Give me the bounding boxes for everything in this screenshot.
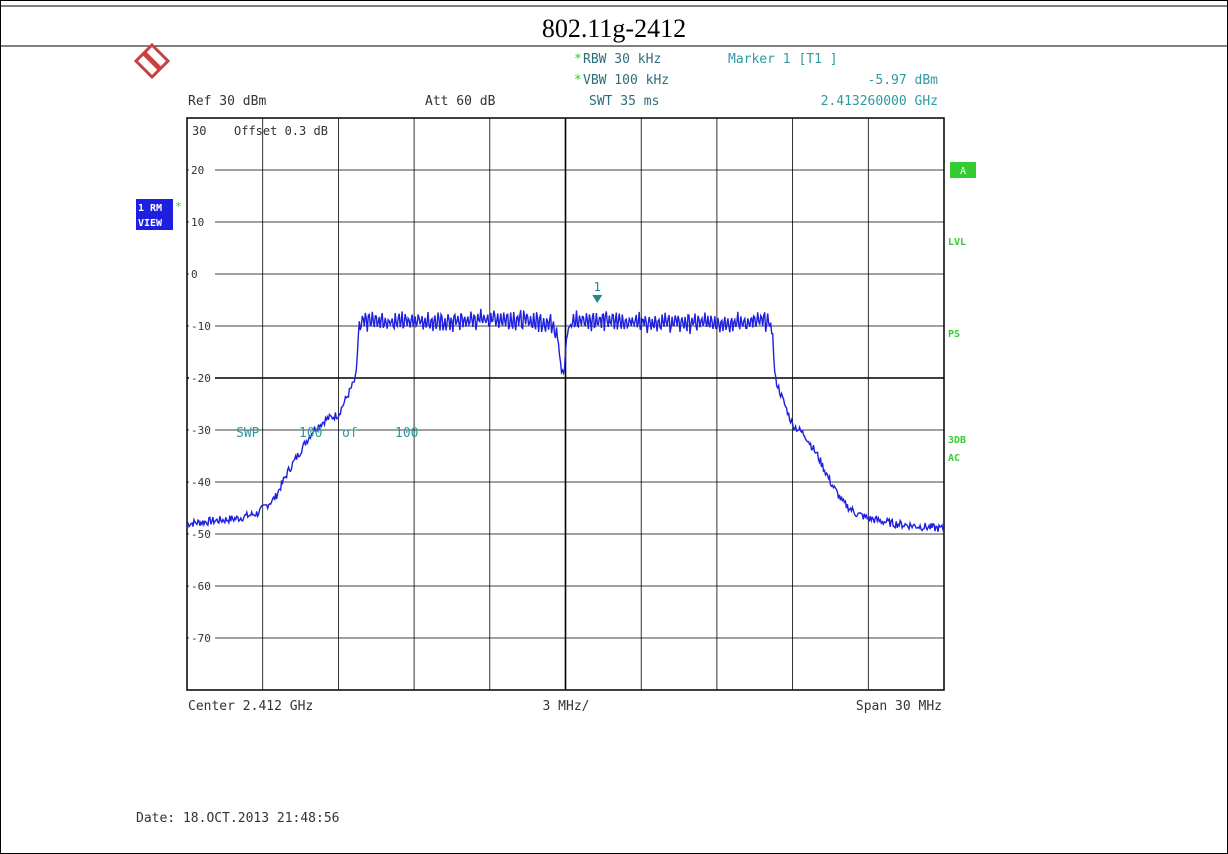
status-ac: AC (948, 453, 960, 464)
trace-box-line1: 1 RM (138, 203, 162, 214)
status-lvl: LVL (948, 237, 966, 248)
rbw-label: RBW 30 kHz (583, 52, 661, 67)
y-tick-bg (189, 527, 215, 540)
status-a-box (950, 162, 976, 178)
y-tick-label: -60 (191, 580, 211, 593)
sweep-info-d: 100 (395, 426, 418, 441)
y-tick-label: -20 (191, 372, 211, 385)
ref-level: Ref 30 dBm (188, 94, 266, 109)
y-tick-label: -50 (191, 528, 211, 541)
y-tick-label: -30 (191, 424, 211, 437)
trace-view-box: 1 RM VIEW * (136, 199, 182, 230)
y-tick-label: -70 (191, 632, 211, 645)
y-tick-label: -40 (191, 476, 211, 489)
document-title: 802.11g-2412 (542, 14, 686, 43)
status-a: A (960, 166, 966, 177)
status-ps: PS (948, 329, 960, 340)
y-tick-bg (189, 579, 215, 592)
y-tick-bg (189, 371, 215, 384)
trace-line (186, 308, 945, 532)
span-label: Span 30 MHz (856, 699, 942, 714)
vbw-star: * (574, 73, 582, 88)
y-tick-label: 0 (191, 268, 198, 281)
div-label: 3 MHz/ (543, 699, 590, 714)
marker-label: 1 (594, 280, 601, 294)
marker-1: 1 (592, 280, 603, 304)
ref-top-label: 30 (192, 124, 206, 138)
rs-logo-icon (133, 42, 171, 80)
swt-label: SWT 35 ms (589, 94, 659, 109)
y-tick-bg (189, 319, 215, 332)
y-tick-bg (189, 631, 215, 644)
marker-triangle (592, 295, 603, 304)
y-tick-label: -10 (191, 320, 211, 333)
sweep-info-b: 100 (299, 426, 322, 441)
rbw-star: * (574, 52, 582, 67)
vbw-label: VBW 100 kHz (583, 73, 669, 88)
y-tick-bg (189, 267, 215, 280)
y-tick-label: 20 (191, 164, 204, 177)
marker-freq: 2.413260000 GHz (821, 94, 938, 109)
sweep-info-a: SWP (236, 426, 260, 441)
attenuation: Att 60 dB (425, 94, 496, 109)
trace-box-star: * (175, 200, 182, 213)
offset-label: Offset 0.3 dB (234, 124, 328, 138)
date-line: Date: 18.OCT.2013 21:48:56 (136, 811, 340, 826)
y-tick-label: 10 (191, 216, 204, 229)
y-tick-labels: 20 10 0 -10 -20 -30 -40 -50 -60 -70 (189, 163, 215, 645)
center-freq: Center 2.412 GHz (188, 699, 313, 714)
status-3db: 3DB (948, 435, 966, 446)
sweep-info-c: of (342, 426, 358, 441)
marker-title: Marker 1 [T1 ] (728, 52, 838, 67)
y-tick-bg (189, 423, 215, 436)
y-tick-bg (189, 215, 215, 228)
trace-box-line2: VIEW (138, 218, 163, 229)
y-tick-bg (189, 475, 215, 488)
marker-level: -5.97 dBm (868, 73, 939, 88)
y-tick-bg (189, 163, 215, 176)
